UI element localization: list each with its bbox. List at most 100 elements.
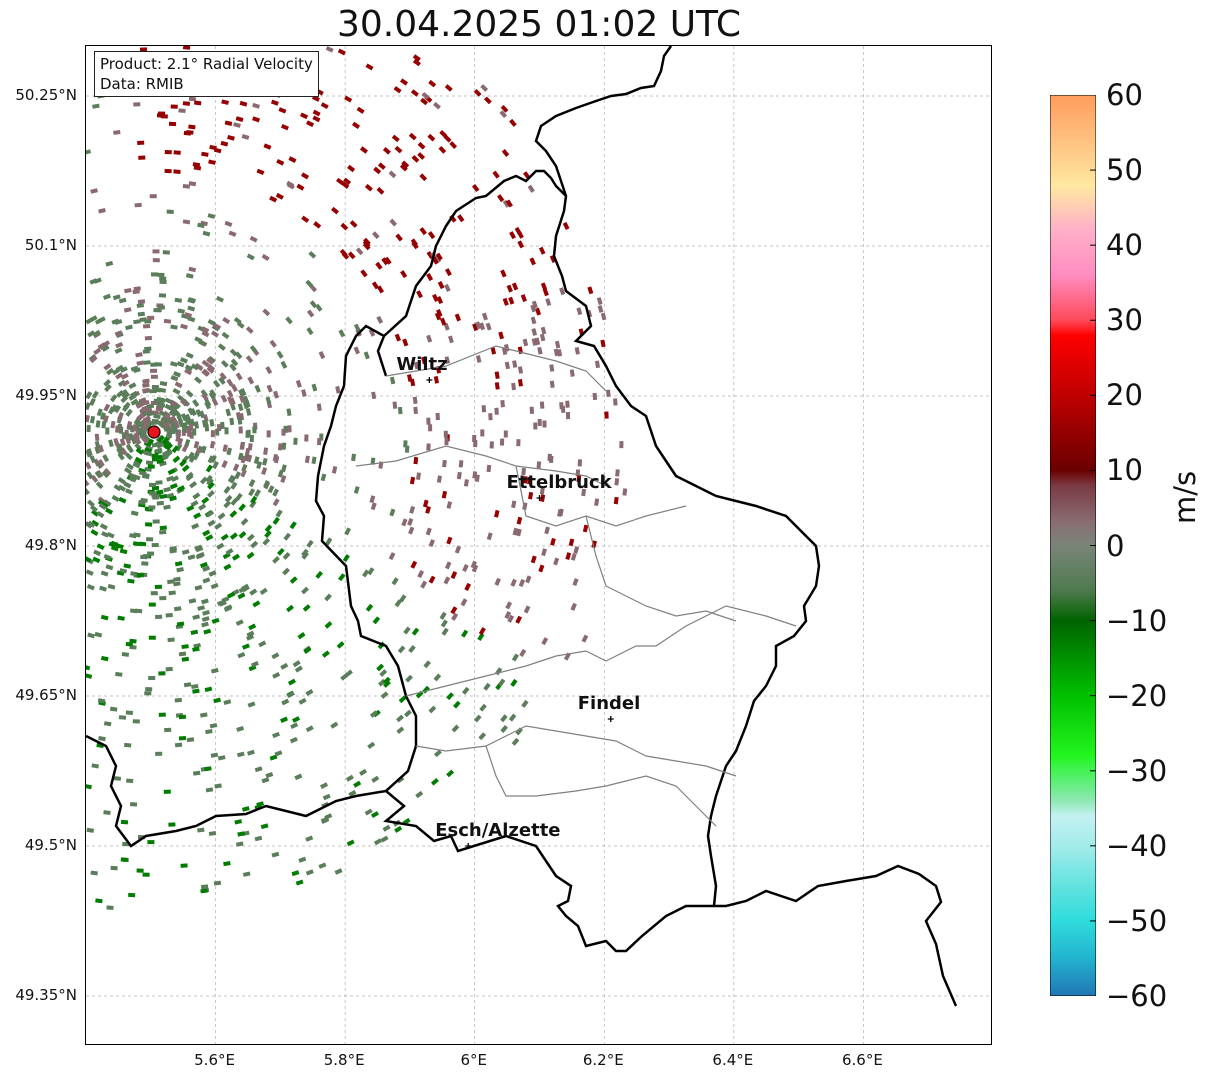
echo-cell	[518, 379, 523, 387]
echo-cell	[369, 495, 376, 504]
echo-cell	[205, 729, 213, 735]
echo-cell	[529, 257, 536, 266]
echo-cell	[86, 414, 90, 423]
echo-cell	[471, 564, 479, 573]
echo-cell	[192, 452, 200, 461]
echo-cell	[280, 123, 289, 131]
echo-cell	[442, 459, 447, 468]
echo-cell	[367, 741, 376, 750]
echo-cell	[215, 295, 224, 303]
echo-cell	[223, 861, 231, 867]
echo-cell	[258, 640, 267, 648]
echo-cell	[522, 338, 529, 347]
echo-cell	[98, 444, 105, 453]
echo-cell	[118, 297, 127, 304]
echo-cell	[335, 177, 345, 186]
echo-cell	[113, 437, 120, 446]
echo-cell	[169, 548, 177, 554]
echo-cell	[217, 343, 226, 351]
echo-cell	[360, 146, 368, 154]
germany-border-north	[534, 46, 673, 197]
echo-cell	[410, 560, 418, 569]
echo-cell	[145, 522, 153, 527]
echo-cell	[90, 188, 98, 194]
echo-cell	[187, 305, 196, 312]
echo-cell	[210, 752, 219, 758]
echo-cell	[290, 722, 299, 730]
echo-cell	[549, 254, 557, 263]
colorbar-tick-label: −50	[1106, 903, 1168, 938]
echo-cell	[433, 101, 441, 110]
echo-cell	[207, 319, 216, 326]
echo-cell	[119, 548, 128, 555]
echo-cell	[146, 411, 155, 417]
echo-cell	[252, 600, 261, 608]
city-marker	[426, 377, 433, 383]
echo-cell	[237, 403, 244, 412]
echo-cell	[136, 360, 145, 366]
city-marker	[536, 495, 543, 501]
lon-tick-label: 5.6°E	[194, 1051, 235, 1069]
echo-cell	[167, 468, 176, 476]
echo-cell	[150, 374, 158, 379]
radar-echoes	[86, 46, 628, 910]
echo-cell	[148, 676, 156, 680]
echo-cell	[86, 673, 93, 679]
echo-cell	[101, 420, 107, 429]
echo-cell	[174, 697, 182, 703]
echo-cell	[165, 442, 174, 451]
echo-cell	[235, 841, 244, 847]
echo-cell	[396, 776, 405, 784]
echo-cell	[159, 493, 168, 500]
echo-cell	[89, 415, 96, 424]
echo-cell	[518, 578, 526, 587]
echo-cell	[419, 173, 428, 182]
echo-cell	[124, 742, 132, 748]
echo-cell	[96, 510, 105, 519]
echo-cell	[234, 471, 242, 480]
echo-cell	[170, 375, 179, 382]
echo-cell	[266, 384, 273, 393]
echo-cell	[211, 617, 220, 624]
echo-cell	[428, 575, 436, 584]
echo-cell	[125, 436, 132, 445]
echo-cell	[422, 499, 429, 508]
echo-cell	[341, 181, 350, 189]
echo-cell	[245, 326, 254, 334]
echo-cell	[188, 181, 197, 187]
echo-cell	[130, 802, 138, 807]
echo-cell	[99, 585, 107, 592]
echo-cell	[138, 541, 147, 547]
echo-cell	[96, 543, 105, 550]
echo-cell	[619, 441, 624, 449]
echo-cell	[137, 311, 145, 317]
echo-cell	[104, 384, 112, 392]
echo-cell	[500, 725, 508, 733]
echo-cell	[582, 524, 589, 533]
echo-cell	[119, 388, 128, 397]
echo-cell	[472, 434, 477, 443]
echo-cell	[360, 269, 368, 278]
echo-cell	[516, 516, 523, 525]
echo-cell	[368, 328, 376, 337]
radar-map[interactable]	[85, 45, 992, 1045]
echo-cell	[557, 509, 563, 517]
echo-cell	[193, 440, 200, 449]
echo-cell	[446, 769, 455, 778]
echo-cell	[144, 691, 152, 696]
echo-cell	[165, 426, 171, 435]
echo-cell	[92, 103, 100, 109]
echo-cell	[472, 323, 479, 332]
echo-cell	[99, 523, 108, 531]
echo-cell	[286, 180, 295, 188]
echo-cell	[443, 576, 451, 585]
echo-cell	[389, 376, 396, 385]
colorbar-tick-label: −20	[1106, 678, 1168, 713]
echo-cell	[205, 534, 214, 542]
echo-cell	[176, 361, 185, 368]
echo-cell	[159, 380, 168, 387]
echo-cell	[367, 567, 375, 576]
echo-cell	[150, 591, 158, 596]
echo-cell	[498, 331, 505, 340]
echo-cell	[144, 422, 152, 431]
